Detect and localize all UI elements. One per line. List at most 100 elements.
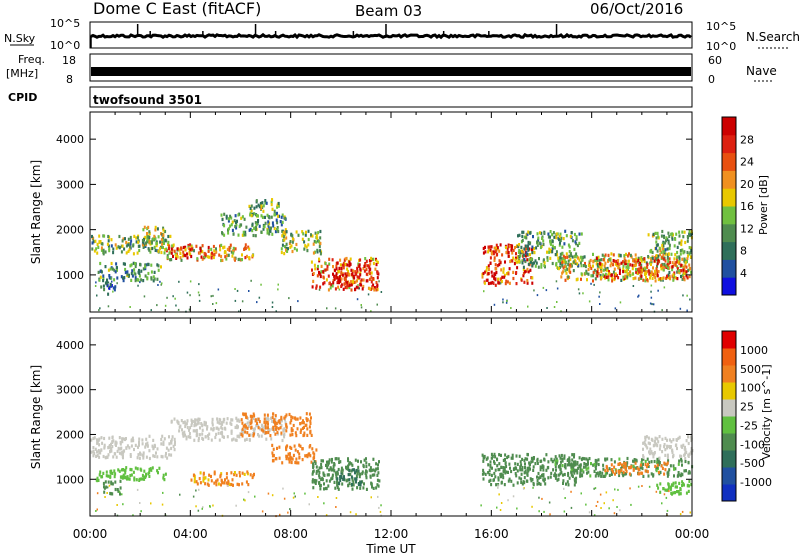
data-cell — [255, 419, 258, 424]
data-cell — [238, 471, 241, 475]
data-cell — [115, 455, 118, 459]
colorbar-tick-label: 1000 — [740, 344, 768, 357]
data-cell — [281, 243, 284, 247]
data-cell — [266, 231, 269, 235]
data-cell — [675, 232, 678, 236]
data-cell — [308, 425, 311, 429]
data-cell — [680, 239, 683, 243]
data-cell — [326, 267, 329, 271]
data-cell — [645, 465, 648, 469]
data-cell — [341, 263, 344, 267]
data-cell — [262, 204, 265, 208]
data-cell — [122, 503, 124, 506]
data-cell — [660, 263, 663, 267]
data-cell — [301, 421, 304, 425]
data-cell — [555, 232, 558, 236]
data-cell — [348, 481, 351, 485]
data-cell — [280, 247, 283, 251]
data-cell — [239, 258, 242, 262]
data-cell — [171, 244, 174, 248]
data-cell — [206, 255, 209, 259]
data-cell — [688, 230, 691, 234]
data-cell — [215, 250, 218, 254]
data-cell — [568, 254, 571, 258]
data-cell — [140, 477, 143, 481]
data-cell — [286, 249, 289, 253]
data-cell — [356, 279, 358, 283]
data-cell — [560, 310, 562, 313]
data-cell — [681, 510, 684, 513]
data-cell — [569, 251, 572, 256]
data-cell — [370, 275, 373, 279]
data-cell — [604, 272, 607, 276]
data-cell — [597, 272, 600, 276]
data-cell — [484, 270, 486, 274]
data-cell — [221, 432, 224, 436]
data-cell — [482, 459, 485, 463]
data-cell — [147, 239, 150, 243]
data-cell — [633, 259, 636, 263]
data-cell — [358, 275, 361, 279]
data-cell — [637, 271, 639, 275]
data-cell — [311, 268, 313, 272]
data-cell — [684, 240, 687, 245]
data-cell — [538, 231, 541, 235]
data-cell — [292, 423, 295, 428]
data-cell — [321, 478, 324, 482]
data-cell — [543, 231, 546, 235]
data-cell — [108, 247, 111, 251]
data-cell — [493, 246, 496, 250]
data-cell — [620, 468, 623, 472]
data-cell — [244, 412, 247, 416]
data-cell — [103, 436, 106, 441]
data-cell — [581, 468, 584, 472]
data-cell — [610, 273, 613, 277]
data-cell — [487, 248, 490, 252]
data-cell — [590, 282, 592, 285]
data-cell — [125, 251, 128, 255]
data-cell — [151, 466, 154, 470]
data-cell — [493, 452, 496, 456]
data-cell — [512, 495, 515, 498]
data-cell — [562, 266, 565, 270]
data-cell — [342, 263, 345, 267]
data-cell — [542, 239, 545, 243]
data-cell — [526, 252, 529, 257]
data-cell — [531, 276, 534, 280]
data-cell — [139, 502, 141, 504]
data-cell — [582, 465, 585, 469]
data-cell — [660, 464, 663, 468]
data-cell — [266, 416, 269, 421]
data-cell — [536, 243, 539, 247]
data-cell — [124, 267, 127, 272]
data-cell — [348, 273, 351, 277]
data-cell — [613, 273, 616, 277]
data-cell — [363, 264, 366, 268]
data-cell — [311, 285, 314, 289]
data-cell — [545, 289, 548, 292]
data-cell — [377, 495, 379, 498]
data-cell — [162, 226, 165, 230]
data-cell — [502, 458, 505, 462]
data-cell — [507, 251, 510, 255]
data-cell — [622, 267, 625, 271]
data-cell — [189, 280, 192, 283]
data-cell — [314, 481, 317, 485]
data-cell — [537, 238, 540, 242]
data-cell — [151, 444, 154, 448]
data-cell — [227, 231, 230, 235]
data-cell — [188, 432, 191, 436]
data-cell — [496, 252, 499, 256]
data-cell — [506, 251, 509, 255]
data-cell — [573, 471, 576, 475]
data-cell — [196, 257, 199, 261]
data-cell — [130, 468, 133, 472]
data-cell — [559, 232, 562, 236]
nsearch-label: N.Search — [746, 30, 800, 44]
data-cell — [260, 434, 263, 438]
data-cell — [109, 267, 112, 271]
colorbar-swatch — [722, 223, 736, 243]
data-cell — [296, 450, 299, 454]
data-cell — [492, 281, 495, 285]
data-cell — [593, 487, 595, 490]
